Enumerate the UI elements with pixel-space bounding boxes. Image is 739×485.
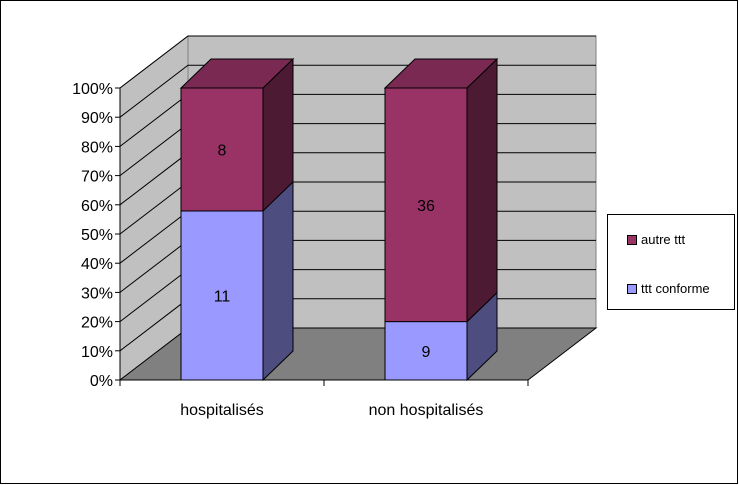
gridline — [119, 35, 596, 89]
legend-label-autre-ttt: autre ttt — [641, 232, 686, 247]
y-tick-label: 10% — [81, 344, 113, 361]
data-label: 9 — [422, 344, 431, 361]
bar-segment — [180, 87, 264, 212]
data-label: 36 — [417, 198, 435, 215]
chart-legend: autre ttt ttt conforme — [607, 214, 735, 310]
y-tick-label: 80% — [81, 139, 113, 156]
y-tick-label: 30% — [81, 285, 113, 302]
bar-segment-side — [466, 57, 498, 323]
legend-item-autre-ttt: autre ttt — [627, 232, 685, 247]
legend-label-ttt-conforme: ttt conforme — [641, 281, 710, 296]
bar-segment — [384, 321, 468, 381]
y-tick-label: 40% — [81, 256, 113, 273]
bar-segment-side — [262, 180, 294, 382]
x-tick-label: hospitalisés — [180, 402, 264, 419]
legend-swatch-ttt-conforme — [627, 283, 637, 294]
y-tick-label: 90% — [81, 110, 113, 127]
bar-segment — [180, 210, 264, 381]
data-label: 11 — [214, 288, 231, 305]
legend-swatch-autre-ttt — [627, 234, 637, 245]
y-tick-label: 60% — [81, 198, 113, 215]
bar-segment — [384, 87, 468, 323]
bar-top — [383, 58, 499, 89]
data-label: 8 — [218, 142, 227, 159]
x-tick-label: non hospitalisés — [369, 402, 484, 419]
y-tick-label: 70% — [81, 169, 113, 186]
legend-item-ttt-conforme: ttt conforme — [627, 281, 710, 296]
y-tick-label: 0% — [90, 373, 113, 390]
y-tick-label: 50% — [81, 227, 113, 244]
bar-top — [179, 58, 295, 89]
y-tick-label: 20% — [81, 315, 113, 332]
y-tick-label: 100% — [72, 81, 113, 98]
